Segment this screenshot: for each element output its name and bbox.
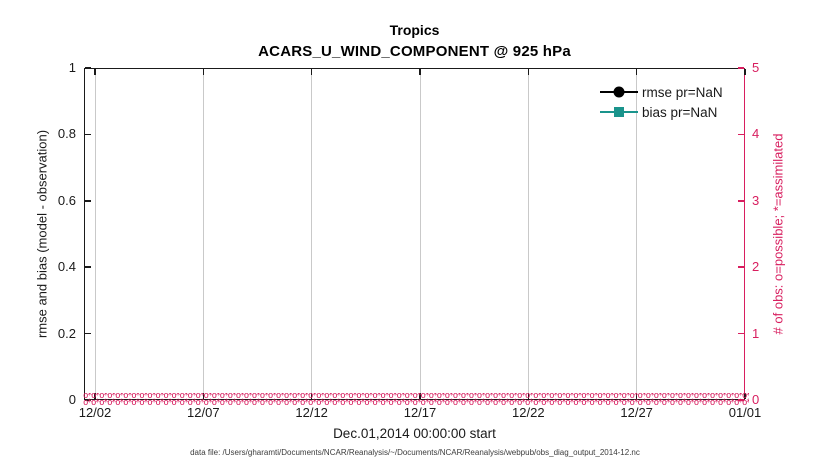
legend: rmse pr=NaN bias pr=NaN (600, 82, 723, 122)
y-tick-label-left: 1 (68, 60, 76, 75)
y-tick-right (738, 200, 744, 202)
x-gridline (94, 68, 96, 400)
y-tick-label-left: 0.6 (57, 192, 76, 208)
x-tick-top (310, 69, 313, 75)
x-axis-label: Dec.01,2014 00:00:00 start (333, 426, 496, 441)
legend-item-bias: bias pr=NaN (600, 102, 723, 122)
y-tick-label-right: 4 (752, 126, 760, 142)
x-gridline (311, 68, 313, 400)
x-tick-top (744, 69, 746, 75)
x-tick-bottom (635, 393, 638, 399)
y-tick-right (738, 332, 744, 335)
y-tick-right (738, 266, 744, 268)
y-tick-left (85, 399, 91, 401)
y-tick-label-right: 1 (752, 325, 760, 341)
x-tick-bottom (202, 393, 205, 399)
y-tick-left (85, 133, 91, 136)
left-axis-label: rmse and bias (model - observation) (34, 129, 50, 339)
x-tick-bottom (744, 393, 746, 399)
legend-label-bias: bias pr=NaN (642, 104, 718, 120)
y-tick-label-right: 5 (752, 60, 760, 75)
x-tick-label: 12/22 (512, 405, 545, 420)
legend-label-rmse: rmse pr=NaN (642, 84, 723, 100)
y-tick-label-right: 0 (752, 392, 760, 407)
y-tick-right (738, 133, 744, 136)
y-tick-right (738, 399, 744, 401)
rmse-line-sample (600, 86, 638, 98)
y-tick-left (85, 200, 91, 202)
obs-marker-row: o*o*o*o*o*o*o*o*o*o*o*o*o*o*o*o*o*o*o*o*… (83, 397, 749, 407)
x-tick-top (527, 69, 530, 75)
x-tick-top (202, 69, 205, 75)
x-gridline (527, 68, 529, 400)
legend-item-rmse: rmse pr=NaN (600, 82, 723, 102)
x-tick-bottom (310, 393, 313, 399)
y-tick-label-left: 0.2 (57, 325, 76, 341)
y-tick-right (738, 67, 744, 69)
y-tick-left (85, 332, 91, 335)
bias-line-sample (600, 106, 638, 117)
x-gridline (636, 68, 638, 400)
x-tick-label: 12/17 (403, 405, 437, 420)
y-tick-left (85, 67, 91, 69)
rmse-circle-marker-icon (613, 86, 625, 98)
x-tick-label: 12/02 (78, 405, 112, 420)
chart-subtitle: ACARS_U_WIND_COMPONENT @ 925 hPa (258, 43, 571, 60)
x-tick-label: 12/07 (187, 405, 220, 420)
x-tick-label: 12/12 (295, 405, 328, 420)
x-tick-bottom (419, 393, 421, 399)
x-tick-label: 01/01 (728, 405, 762, 420)
chart-title: Tropics (389, 22, 440, 38)
y-tick-label-right: 3 (752, 192, 760, 208)
x-tick-top (94, 69, 96, 75)
plot-area (84, 68, 745, 400)
obs-count-marker-band: o*o*o*o*o*o*o*o*o*o*o*o*o*o*o*o*o*o*o*o*… (83, 393, 749, 407)
chart-title-block: Tropics ACARS_U_WIND_COMPONENT @ 925 hPa (84, 19, 745, 63)
y-tick-label-left: 0.4 (57, 259, 76, 275)
x-gridline (202, 68, 204, 400)
x-tick-top (419, 69, 421, 75)
x-tick-label: 12/27 (620, 405, 653, 420)
y-tick-label-right: 2 (752, 259, 760, 275)
right-axis-label: # of obs: o=possible; *=assimilated (770, 133, 786, 335)
x-gridline (419, 68, 421, 400)
x-tick-bottom (527, 393, 530, 399)
x-tick-bottom (94, 393, 96, 399)
obs-marker-row: o*o*o*o*o*o*o*o*o*o*o*o*o*o*o*o*o*o*o*o*… (83, 393, 749, 401)
bias-square-marker-icon (614, 106, 624, 117)
y-tick-label-left: 0.8 (57, 126, 76, 142)
data-file-footer: data file: /Users/gharamti/Documents/NCA… (190, 448, 640, 457)
x-tick-top (635, 69, 638, 75)
y-tick-left (85, 266, 91, 268)
y-tick-label-left: 0 (68, 392, 76, 407)
